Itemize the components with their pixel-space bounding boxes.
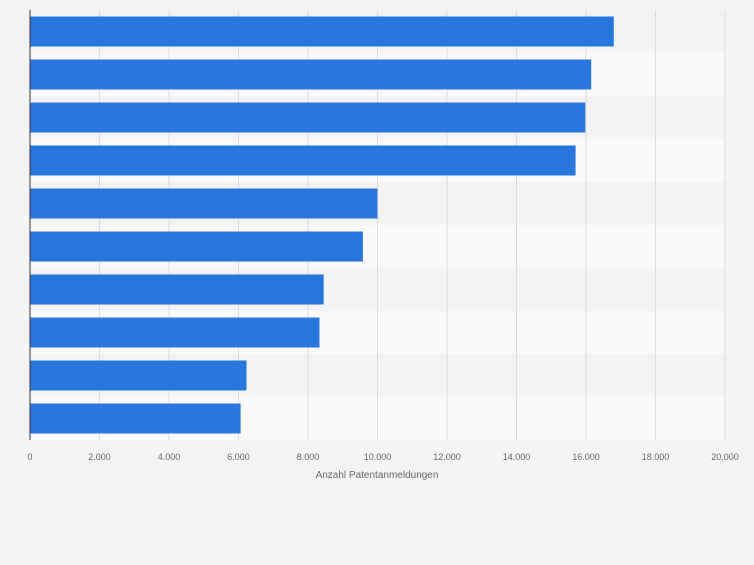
- bar: [30, 403, 241, 434]
- bar: [30, 145, 576, 176]
- bars: [30, 16, 614, 434]
- x-tick-label: 2.000: [88, 452, 111, 462]
- bar: [30, 231, 363, 262]
- x-tick-labels: 0 2.000 4.000 6.000 8.000 10.000 12.000 14.000 1…: [27, 452, 738, 462]
- bar: [30, 360, 247, 391]
- x-tick-label: 6.000: [227, 452, 250, 462]
- x-tick-label: 12.000: [433, 452, 461, 462]
- x-tick-label: 20.000: [711, 452, 739, 462]
- bar: [30, 16, 614, 47]
- x-tick-label: 4.000: [158, 452, 181, 462]
- bar: [30, 59, 592, 90]
- x-tick-label: 0: [27, 452, 32, 462]
- bar: [30, 102, 586, 133]
- bar: [30, 274, 324, 305]
- x-tick-label: 18.000: [642, 452, 670, 462]
- bar: [30, 188, 378, 219]
- x-tick-label: 14.000: [503, 452, 531, 462]
- x-tick-label: 16.000: [572, 452, 600, 462]
- x-tick-label: 10.000: [364, 452, 392, 462]
- x-tick-label: 8.000: [297, 452, 320, 462]
- bar: [30, 317, 320, 348]
- x-axis-label: Anzahl Patentanmeldungen: [316, 470, 439, 481]
